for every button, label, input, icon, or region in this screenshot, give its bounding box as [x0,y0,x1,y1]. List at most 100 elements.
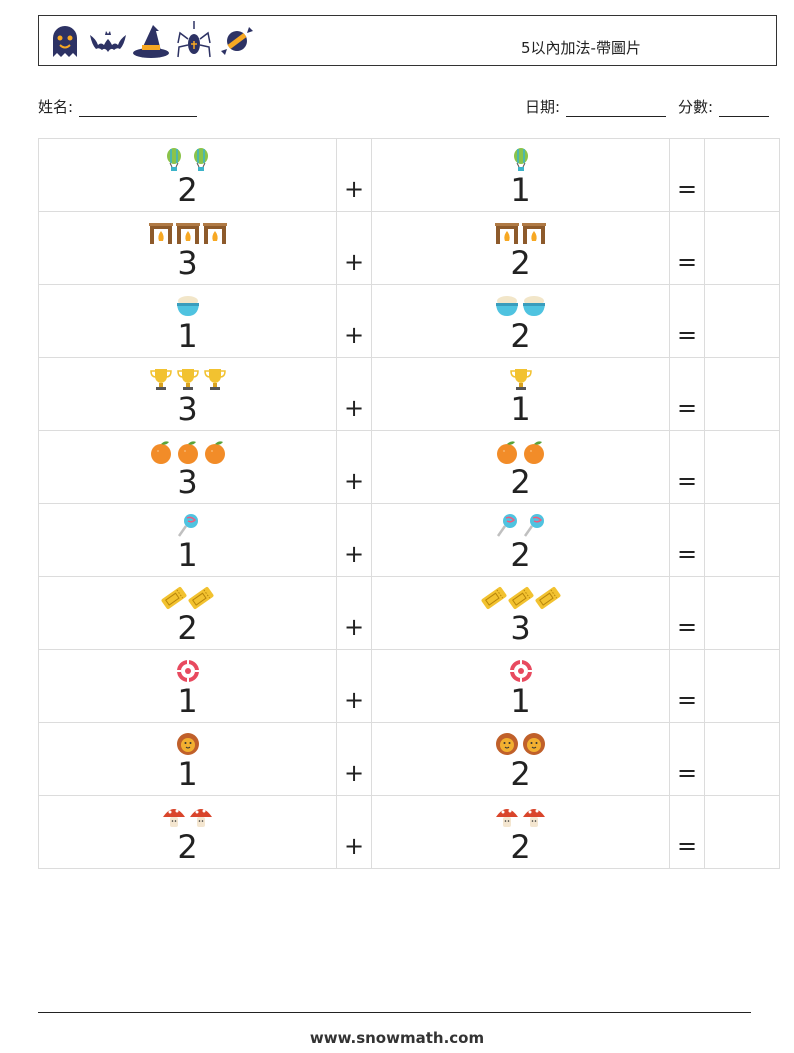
problem-row: 2 +1 = [38,138,780,212]
left-operand-cell: 1 [38,649,337,723]
answer-cell[interactable] [704,430,780,504]
equals-cell: = [669,284,705,358]
problem-row: 3 +2 = [38,430,780,504]
answer-cell[interactable] [704,503,780,577]
hot-air-balloon-icon [194,148,208,171]
equals-cell: = [669,649,705,723]
ticket-icon [535,586,560,610]
poker-chip-icon [176,660,199,682]
right-operand-cell: 2 [371,795,670,869]
ghost-icon [53,26,77,57]
answer-cell[interactable] [704,284,780,358]
answer-cell[interactable] [704,795,780,869]
plus-sign: + [343,540,365,568]
equals-sign: = [676,686,698,714]
equals-cell: = [669,722,705,796]
left-operand-cell: 2 [38,795,337,869]
ticket-icon [481,586,506,610]
right-operand-cell: 1 [371,649,670,723]
left-picture-group [39,658,336,684]
lion-icon [523,733,545,755]
right-operand-number: 1 [510,682,531,720]
plus-sign: + [343,321,365,349]
plus-cell: + [336,138,372,212]
answer-cell[interactable] [704,649,780,723]
orange-icon [204,441,225,464]
right-picture-group [372,366,669,392]
left-operand-cell: 3 [38,430,337,504]
left-operand-number: 1 [177,682,198,720]
right-picture-group [372,512,669,538]
left-operand-number: 3 [177,390,198,428]
bowl-icon [496,296,518,316]
problem-table: 2 +1 = 3 +2 = 1 +2 = 3 +1 = 3 +2 = 1 +2 = 2 +3 = 1 +1 = 1 +2 = 2 +2 = [38,138,780,869]
left-operand-number: 1 [177,755,198,793]
trophy-icon [176,369,199,390]
right-operand-number: 1 [510,390,531,428]
equals-sign: = [676,613,698,641]
name-field[interactable]: 姓名: [38,96,198,117]
right-picture-group [372,585,669,611]
right-operand-number: 2 [510,755,531,793]
ticket-icon [188,586,214,610]
lollipop-icon [496,514,517,537]
plus-cell: + [336,211,372,285]
worksheet-title: 5以內加法-帶圖片 [521,39,641,57]
fireplace-icon [175,223,200,244]
fireplace-icon [148,223,173,244]
answer-cell[interactable] [704,722,780,796]
plus-cell: + [336,649,372,723]
score-blank[interactable] [719,100,770,117]
equals-sign: = [676,248,698,276]
footer-website: www.snowmath.com [309,1029,485,1047]
problem-row: 1 +2 = [38,503,780,577]
right-picture-group [372,293,669,319]
answer-cell[interactable] [704,357,780,431]
worksheet-header: 5以內加法-帶圖片 [38,15,777,66]
problem-row: 2 +2 = [38,795,780,869]
left-operand-number: 2 [177,171,198,209]
date-field[interactable]: 日期: [525,96,667,117]
score-field[interactable]: 分數: [678,96,770,117]
right-operand-number: 1 [510,171,531,209]
right-picture-group [372,658,669,684]
name-blank[interactable] [79,100,198,117]
answer-cell[interactable] [704,211,780,285]
problem-row: 1 +1 = [38,649,780,723]
plus-sign: + [343,832,365,860]
plus-cell: + [336,357,372,431]
left-picture-group [39,147,336,173]
plus-cell: + [336,722,372,796]
mushroom-icon [496,809,518,827]
left-operand-number: 3 [177,463,198,501]
plus-sign: + [343,759,365,787]
bowl-icon [176,296,199,316]
equals-sign: = [676,394,698,422]
right-picture-group [372,439,669,465]
equals-sign: = [676,832,698,860]
trophy-icon [509,369,532,390]
poker-chip-icon [509,660,532,682]
problem-row: 1 +2 = [38,284,780,358]
header-icons [45,21,257,61]
right-operand-number: 3 [510,609,531,647]
hot-air-balloon-icon [513,148,528,171]
trophy-icon [149,369,172,390]
right-operand-number: 2 [510,244,531,282]
left-picture-group [39,512,336,538]
answer-cell[interactable] [704,138,780,212]
equals-cell: = [669,138,705,212]
left-operand-number: 1 [177,536,198,574]
right-operand-cell: 2 [371,430,670,504]
equals-sign: = [676,175,698,203]
fireplace-icon [522,223,546,244]
ticket-icon [161,586,187,610]
bowl-icon [523,296,545,316]
answer-cell[interactable] [704,576,780,650]
name-label: 姓名: [38,98,74,116]
left-picture-group [39,585,336,611]
date-blank[interactable] [566,100,667,117]
left-picture-group [39,439,336,465]
hot-air-balloon-icon [167,148,181,171]
plus-cell: + [336,284,372,358]
